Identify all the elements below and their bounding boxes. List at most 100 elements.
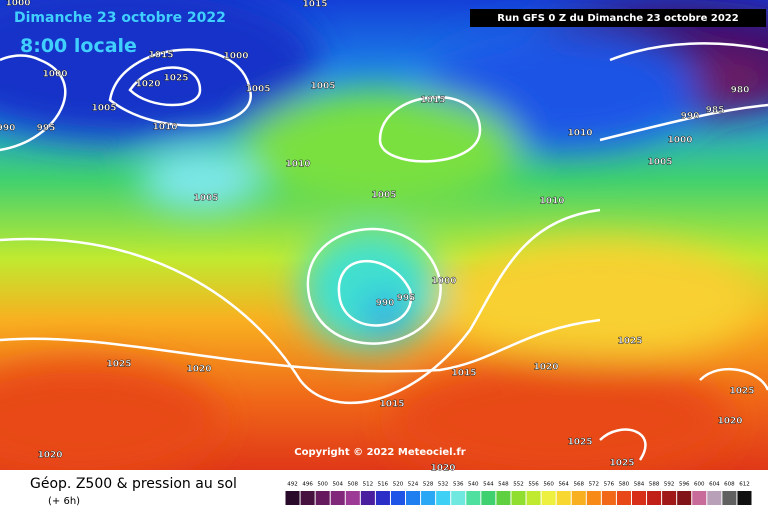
colorbar-swatch (330, 491, 345, 505)
colorbar-swatch (707, 491, 722, 505)
isobar-label: 1010 (152, 123, 177, 133)
colorbar-label: 600 (694, 482, 705, 488)
colorbar-swatch (466, 491, 481, 505)
isobar-label: 1000 (223, 52, 248, 62)
colorbar-label: 500 (317, 482, 328, 488)
run-label: Run GFS 0 Z du Dimanche 23 octobre 2022 (497, 13, 738, 24)
colorbar-swatch (481, 491, 496, 505)
isobar-label: 1000 (667, 136, 692, 146)
colorbar-swatch (526, 491, 541, 505)
colorbar-label: 520 (393, 482, 404, 488)
colorbar-swatch (631, 491, 647, 505)
isobar-label: 1020 (717, 417, 742, 427)
isobar-label: 995 (397, 294, 416, 304)
colorbar-swatch (556, 491, 571, 505)
colorbar-label: 544 (483, 482, 494, 488)
colorbar-label: 492 (287, 482, 298, 488)
colorbar-swatch (662, 491, 677, 505)
colorbar-swatch (285, 491, 300, 505)
colorbar-label: 548 (498, 482, 509, 488)
colorbar-label: 608 (724, 482, 735, 488)
isobar-label: 1000 (42, 70, 67, 80)
isobar-label: 990 (376, 299, 395, 309)
colorbar-swatch (421, 491, 436, 505)
isobar-label: 1020 (37, 451, 62, 461)
colorbar-label: 504 (332, 482, 343, 488)
colorbar-swatch (511, 491, 526, 505)
colorbar-swatch (345, 491, 360, 505)
colorbar-label: 536 (453, 482, 464, 488)
colorbar-swatch (360, 491, 375, 505)
colorbar-swatch (406, 491, 421, 505)
isobar-label: 990 (681, 112, 700, 122)
run-box (470, 9, 766, 27)
colorbar-label: 540 (468, 482, 479, 488)
isobar-label: 1025 (729, 387, 754, 397)
colorbar-label: 568 (574, 482, 585, 488)
isobar-label: 985 (706, 106, 725, 116)
isobar-label: 990 (0, 124, 15, 134)
colorbar-label: 580 (619, 482, 630, 488)
isobar-label: 1010 (567, 129, 592, 139)
colorbar-swatch (722, 491, 737, 505)
field (0, 0, 768, 470)
isobar-label: 1020 (533, 363, 558, 373)
colorbar-swatch (451, 491, 466, 505)
isobar-label: 1025 (567, 438, 592, 448)
isobar-label: 1005 (91, 104, 116, 114)
isobar-label: 1010 (539, 197, 564, 207)
colorbar-label: 576 (604, 482, 615, 488)
isobar-label: 1000 (5, 0, 30, 9)
colorbar-swatch (375, 491, 390, 505)
colorbar-swatch (571, 491, 586, 505)
colorbar-label: 612 (739, 482, 750, 488)
colorbar-label: 572 (589, 482, 600, 488)
colorbar-swatch (677, 491, 692, 505)
colorbar-swatch (315, 491, 330, 505)
isobar-label: 1005 (245, 85, 270, 95)
colorbar-swatch (692, 491, 707, 505)
colorbar-label: 496 (302, 482, 313, 488)
isobar-label: 1025 (609, 459, 634, 469)
copyright: Copyright © 2022 Meteociel.fr (294, 447, 465, 458)
colorbar-label: 596 (679, 482, 690, 488)
colorbar-label: 556 (528, 482, 539, 488)
isobar-label: 1025 (106, 360, 131, 370)
colorbar-label: 552 (513, 482, 524, 488)
colorbar-swatch (496, 491, 511, 505)
isobar-label: 1015 (420, 96, 445, 106)
isobar-label: 1020 (430, 464, 455, 474)
colorbar-swatch (586, 491, 601, 505)
colorbar-label: 524 (408, 482, 419, 488)
isobar-label: 995 (37, 124, 56, 134)
date: Dimanche 23 octobre 2022 (14, 10, 226, 26)
colorbar-label: 512 (363, 482, 374, 488)
colorbar-swatch (300, 491, 315, 505)
isobar-label: 1020 (135, 80, 160, 90)
footer-title: Géop. Z500 & pression au sol (30, 476, 237, 492)
colorbar-label: 560 (543, 482, 554, 488)
isobar-label: 1000 (431, 277, 456, 287)
colorbar-label: 584 (634, 482, 645, 488)
isobar-label: 1015 (379, 400, 404, 410)
colorbar-label: 592 (664, 482, 675, 488)
isobar-label: 1005 (193, 194, 218, 204)
colorbar-swatch (737, 491, 752, 505)
isobar-label: 1015 (451, 369, 476, 379)
colorbar-label: 564 (558, 482, 569, 488)
isobar-label: 1015 (148, 51, 173, 61)
isobar-label: 1020 (186, 365, 211, 375)
isobar-label: 1025 (617, 337, 642, 347)
footer-step: (+ 6h) (48, 496, 80, 507)
colorbar-label: 508 (348, 482, 359, 488)
colorbar-label: 532 (438, 482, 449, 488)
colorbar-swatch (601, 491, 616, 505)
isobar-label: 980 (731, 86, 750, 96)
isobar-label: 1005 (310, 82, 335, 92)
colorbar-swatch (390, 491, 406, 505)
colorbar-swatch (541, 491, 556, 505)
colorbar-label: 528 (423, 482, 434, 488)
colorbar-swatch (616, 491, 631, 505)
colorbar-label: 604 (709, 482, 720, 488)
